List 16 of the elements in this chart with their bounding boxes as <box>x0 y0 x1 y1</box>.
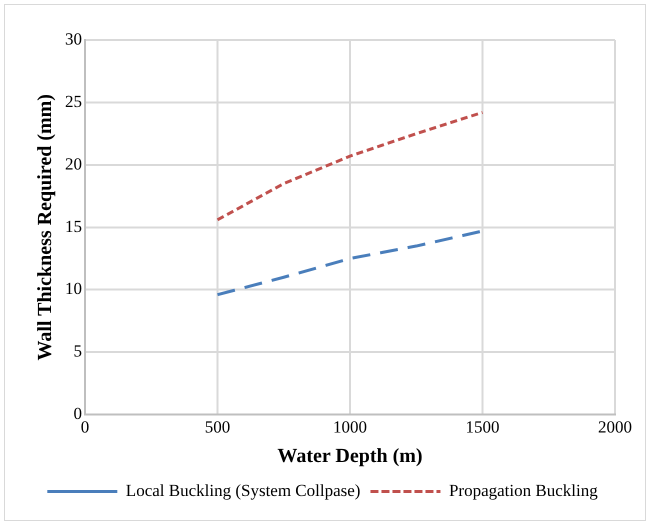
legend-label: Local Buckling (System Collpase) <box>126 480 360 500</box>
y-tick-label: 25 <box>65 92 82 111</box>
line-series <box>216 110 484 222</box>
y-tick-label: 5 <box>74 342 82 361</box>
y-tick-label: 15 <box>65 216 82 236</box>
y-tick-label: 0 <box>74 404 82 424</box>
x-axis-title: Water Depth (m) <box>277 445 423 468</box>
legend-label: Propagation Buckling <box>448 480 598 500</box>
y-axis-title: Wall Thickness Required (mm) <box>34 94 56 361</box>
x-tick-label: 500 <box>204 417 230 436</box>
x-tick-label: 2000 <box>598 417 632 436</box>
y-tick-label: 20 <box>65 154 82 174</box>
x-tick-label: 1500 <box>466 417 500 436</box>
y-tick-label: 10 <box>65 279 82 298</box>
x-tick-label: 1000 <box>333 417 367 436</box>
y-tick-label: 30 <box>65 29 82 48</box>
